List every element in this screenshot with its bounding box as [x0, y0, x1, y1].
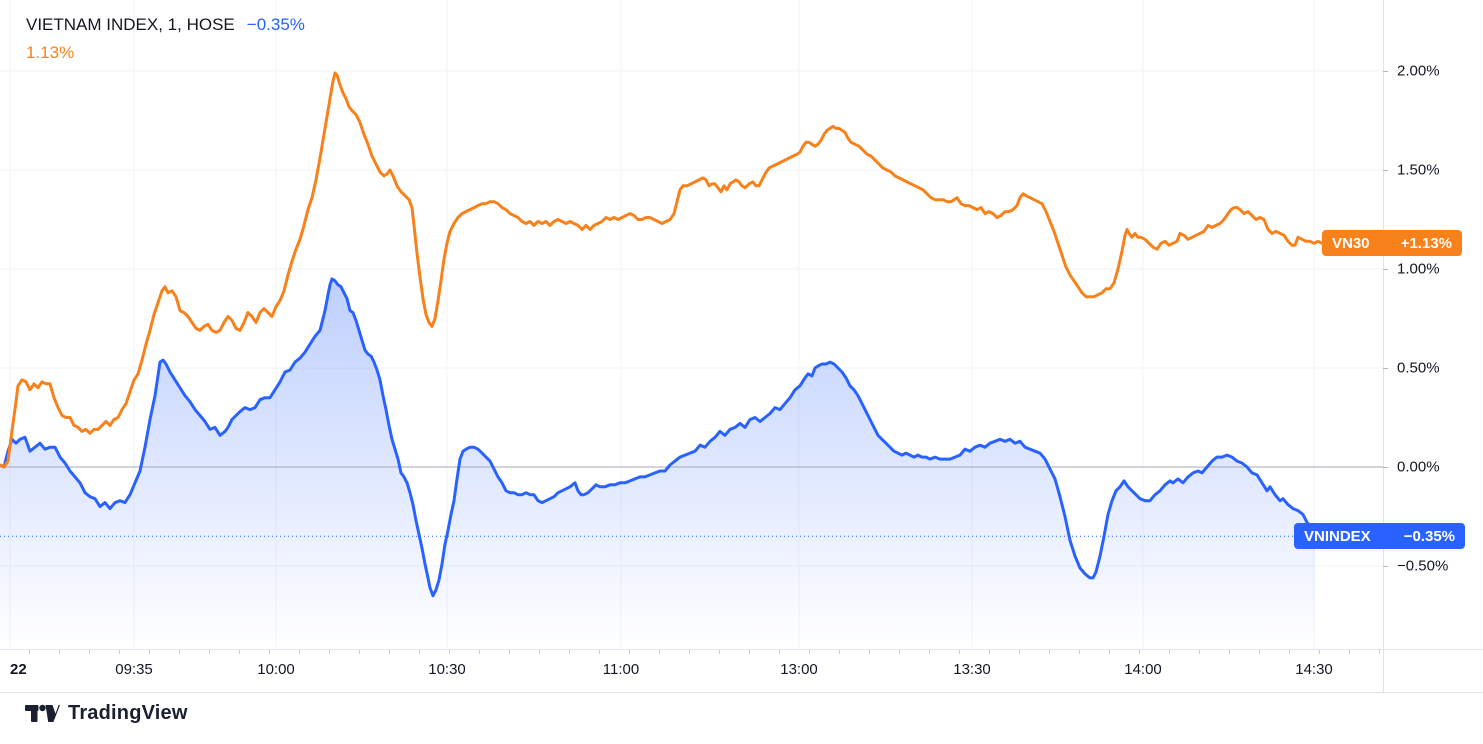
time-axis-label: 14:30	[1295, 661, 1333, 678]
price-axis-tick	[1383, 368, 1388, 369]
time-axis-label: 14:00	[1124, 661, 1162, 678]
time-axis-border-bottom	[0, 692, 1483, 693]
vn30-line[interactable]	[0, 71, 1324, 469]
price-axis-label: 1.50%	[1397, 161, 1440, 179]
time-axis-date-label: 22	[10, 661, 27, 678]
symbol-title: VIETNAM INDEX, 1, HOSE	[26, 15, 235, 34]
price-axis-label: 0.50%	[1397, 359, 1440, 377]
badge-value: +1.13%	[1400, 234, 1452, 252]
price-axis-tick	[1383, 170, 1388, 171]
price-axis-tick	[1383, 467, 1388, 468]
time-axis-label: 13:00	[780, 661, 818, 678]
badge-symbol: VNINDEX	[1304, 527, 1371, 545]
time-axis-label: 11:00	[602, 661, 640, 678]
price-axis-tick	[1383, 71, 1388, 72]
vnindex-change-value: −0.35%	[246, 15, 305, 34]
time-axis-label: 09:35	[115, 661, 153, 678]
price-axis-label: −0.50%	[1397, 557, 1449, 575]
price-axis-label: 1.00%	[1397, 260, 1440, 278]
badge-symbol: VN30	[1332, 234, 1370, 252]
price-axis-tick	[1383, 269, 1388, 270]
time-axis-label: 13:30	[953, 661, 991, 678]
footer: TradingView	[25, 701, 188, 726]
legend: VIETNAM INDEX, 1, HOSE −0.35% 1.13%	[26, 14, 305, 64]
tradingview-logo-icon[interactable]	[25, 701, 60, 726]
vn30-badge[interactable]: VN30 +1.13%	[1322, 230, 1462, 257]
vnindex-line[interactable]	[0, 277, 1317, 598]
tradingview-logo-text[interactable]: TradingView	[68, 702, 188, 724]
price-axis-label: 0.00%	[1397, 458, 1440, 476]
time-axis-label: 10:00	[257, 661, 295, 678]
vnindex-badge[interactable]: VNINDEX −0.35%	[1294, 523, 1465, 550]
vnindex-area	[0, 278, 1315, 649]
price-axis-label: 2.00%	[1397, 62, 1440, 80]
price-axis-border	[1383, 0, 1384, 692]
time-axis-border-top	[0, 649, 1483, 650]
vn30-change-value: 1.13%	[26, 43, 75, 62]
time-axis-minor-ticks	[0, 650, 1383, 654]
badge-value: −0.35%	[1403, 527, 1455, 545]
time-axis-label: 10:30	[428, 661, 466, 678]
price-axis-tick	[1383, 566, 1388, 567]
